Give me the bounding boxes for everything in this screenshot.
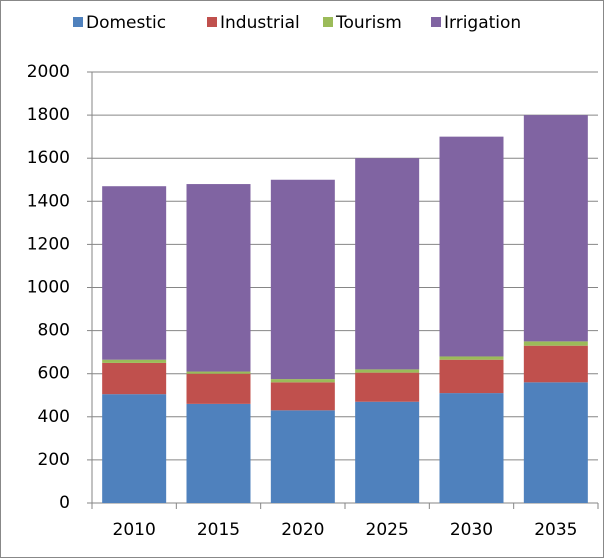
y-tick-label: 1800 bbox=[27, 105, 70, 125]
y-tick-label: 1000 bbox=[27, 278, 70, 298]
bar-segment bbox=[355, 369, 420, 373]
legend-label: Tourism bbox=[335, 13, 402, 33]
legend-label: Industrial bbox=[220, 13, 300, 33]
x-tick-label: 2035 bbox=[534, 520, 577, 540]
x-tick-label: 2015 bbox=[197, 520, 240, 540]
bar-segment bbox=[355, 401, 420, 503]
x-tick-label: 2020 bbox=[281, 520, 324, 540]
bar-segment bbox=[186, 184, 251, 372]
bar-segment bbox=[523, 341, 588, 346]
legend-label: Domestic bbox=[86, 13, 166, 33]
bar-segment bbox=[270, 382, 335, 411]
bar-segment bbox=[355, 158, 420, 370]
y-tick-label: 600 bbox=[38, 364, 70, 384]
legend-swatch bbox=[207, 17, 217, 27]
bar-segment bbox=[270, 379, 335, 383]
x-tick-label: 2025 bbox=[366, 520, 409, 540]
bar-segment bbox=[186, 371, 251, 374]
y-tick-label: 0 bbox=[59, 493, 70, 513]
bar-segment bbox=[186, 373, 251, 404]
y-tick-label: 1600 bbox=[27, 148, 70, 168]
legend-swatch bbox=[323, 17, 333, 27]
bar-segment bbox=[186, 403, 251, 503]
y-tick-label: 1400 bbox=[27, 191, 70, 211]
bar-segment bbox=[523, 382, 588, 503]
y-tick-label: 800 bbox=[38, 321, 70, 341]
bar-segment bbox=[102, 362, 167, 395]
bar-segment bbox=[523, 345, 588, 383]
bar-segment bbox=[102, 186, 167, 360]
bar-segment bbox=[439, 136, 504, 357]
legend-swatch bbox=[431, 17, 441, 27]
bar-segment bbox=[270, 410, 335, 503]
y-tick-label: 2000 bbox=[27, 62, 70, 82]
y-tick-label: 1200 bbox=[27, 234, 70, 254]
bar-segment bbox=[523, 115, 588, 342]
y-tick-label: 400 bbox=[38, 407, 70, 427]
bar-segment bbox=[439, 393, 504, 503]
bar-segment bbox=[355, 372, 420, 402]
legend-swatch bbox=[73, 17, 83, 27]
x-tick-label: 2010 bbox=[113, 520, 156, 540]
legend-label: Irrigation bbox=[444, 13, 521, 33]
bar-segment bbox=[439, 356, 504, 360]
y-tick-label: 200 bbox=[38, 450, 70, 470]
bar-segment bbox=[439, 359, 504, 394]
bar-segment bbox=[102, 359, 167, 363]
x-tick-label: 2030 bbox=[450, 520, 493, 540]
bar-segment bbox=[102, 394, 167, 503]
bar-segment bbox=[270, 179, 335, 380]
